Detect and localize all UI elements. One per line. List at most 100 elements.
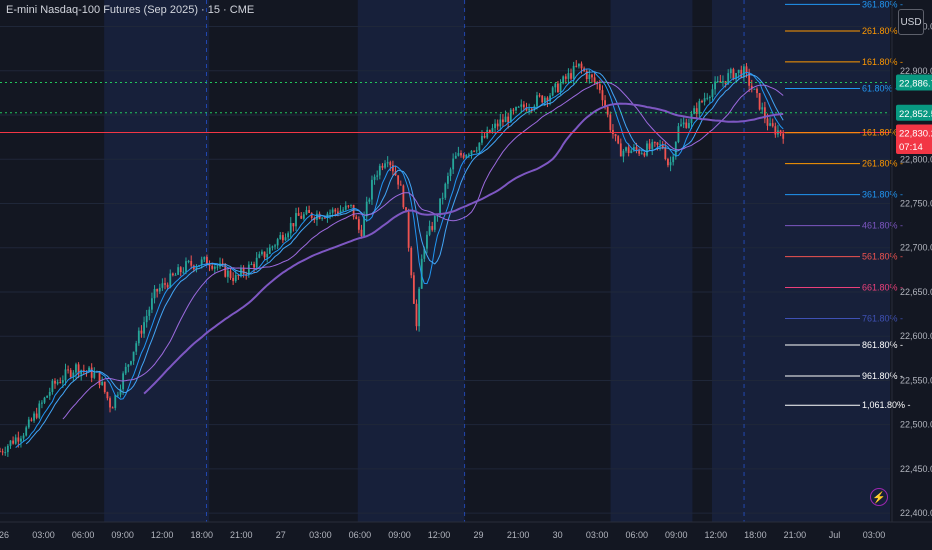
candle-body <box>706 97 709 99</box>
candle-body <box>174 274 177 276</box>
candle-body <box>12 440 15 444</box>
candle-body <box>687 123 690 128</box>
candle-body <box>661 144 664 148</box>
candle-body <box>431 226 434 230</box>
candle-body <box>371 179 373 200</box>
candle-body <box>261 251 263 255</box>
candle-body <box>473 150 476 152</box>
candle-body <box>116 394 119 396</box>
candle-body <box>77 364 80 375</box>
price-tick-label: 22,900.00 <box>900 66 932 76</box>
candle-body <box>619 143 622 157</box>
candle-body <box>352 204 355 217</box>
candle-body <box>467 154 470 156</box>
price-tick-label: 22,550.00 <box>900 375 932 385</box>
candle-body <box>334 209 337 212</box>
candle-body <box>169 273 172 288</box>
candle-body <box>336 211 339 214</box>
candle-body <box>766 118 769 126</box>
candle-body <box>266 253 269 258</box>
candle-body <box>462 155 465 158</box>
candle-body <box>617 136 620 144</box>
candle-body <box>156 289 159 292</box>
candle-body <box>376 175 379 177</box>
candle-body <box>711 89 714 98</box>
candle-body <box>481 135 483 143</box>
candle-body <box>761 107 764 110</box>
price-tick-label: 22,750.00 <box>900 198 932 208</box>
candle-body <box>779 130 782 134</box>
candle-body <box>213 266 216 269</box>
candle-body <box>557 83 559 93</box>
candle-body <box>384 163 386 168</box>
price-label-text: 22,852.50 <box>899 109 932 120</box>
candle-body <box>588 74 591 80</box>
candle-body <box>101 381 104 385</box>
candle-body <box>226 270 229 277</box>
fib-level-label: 161.80% - <box>862 128 903 138</box>
candle-body <box>263 251 266 258</box>
candle-body <box>577 63 580 67</box>
candle-body <box>224 264 227 277</box>
candle-body <box>140 330 143 334</box>
price-label-box <box>896 74 932 91</box>
candle-body <box>737 69 740 74</box>
candle-body <box>271 246 274 248</box>
price-label-box <box>896 124 932 141</box>
candle-body <box>323 217 326 219</box>
candle-body <box>177 267 180 275</box>
candle-body <box>339 210 342 214</box>
candle-body <box>182 271 185 273</box>
candle-body <box>407 212 410 248</box>
candle-body <box>546 97 549 102</box>
candle-body <box>389 162 392 166</box>
price-label-text: 22,830.25 <box>899 128 932 139</box>
candle-body <box>0 451 1 453</box>
candle-body <box>507 116 510 123</box>
candle-body <box>763 107 766 119</box>
candle-body <box>300 215 303 219</box>
time-tick-label: 18:00 <box>744 530 767 540</box>
candle-body <box>465 155 468 158</box>
candle-body <box>567 73 570 79</box>
currency-button[interactable]: USD <box>898 9 924 35</box>
time-tick-label: 21:00 <box>230 530 253 540</box>
ma-line-long <box>143 102 784 395</box>
candle-body <box>93 372 96 378</box>
candle-body <box>135 343 138 352</box>
candle-body <box>381 165 384 168</box>
candle-body <box>517 106 520 108</box>
candle-body <box>111 407 114 409</box>
candle-body <box>504 116 507 123</box>
candle-body <box>347 205 350 207</box>
candle-body <box>35 413 38 418</box>
candle-body <box>30 419 33 421</box>
candle-body <box>428 226 431 235</box>
ma-line-mid <box>25 71 784 445</box>
candle-body <box>106 392 109 399</box>
ma-line-slow <box>62 81 784 420</box>
candle-body <box>447 176 449 184</box>
time-tick-label: 30 <box>553 530 563 540</box>
time-tick-label: 09:00 <box>665 530 688 540</box>
candle-body <box>161 283 164 288</box>
candle-body <box>470 150 473 155</box>
candle-body <box>17 437 20 442</box>
candle-body <box>302 214 305 219</box>
fib-level-label: 1,061.80% - <box>862 400 911 410</box>
candle-body <box>253 264 255 268</box>
candle-body <box>708 97 711 99</box>
candle-body <box>27 419 30 428</box>
candle-body <box>281 235 284 241</box>
candle-body <box>771 123 774 127</box>
time-tick-label: 06:00 <box>625 530 648 540</box>
time-tick-label: 06:00 <box>72 530 95 540</box>
lightning-icon[interactable]: ⚡ <box>870 488 888 506</box>
time-tick-label: 21:00 <box>784 530 807 540</box>
session-band <box>692 0 712 522</box>
candle-body <box>331 209 334 213</box>
candle-body <box>397 175 400 185</box>
candle-body <box>515 106 517 111</box>
